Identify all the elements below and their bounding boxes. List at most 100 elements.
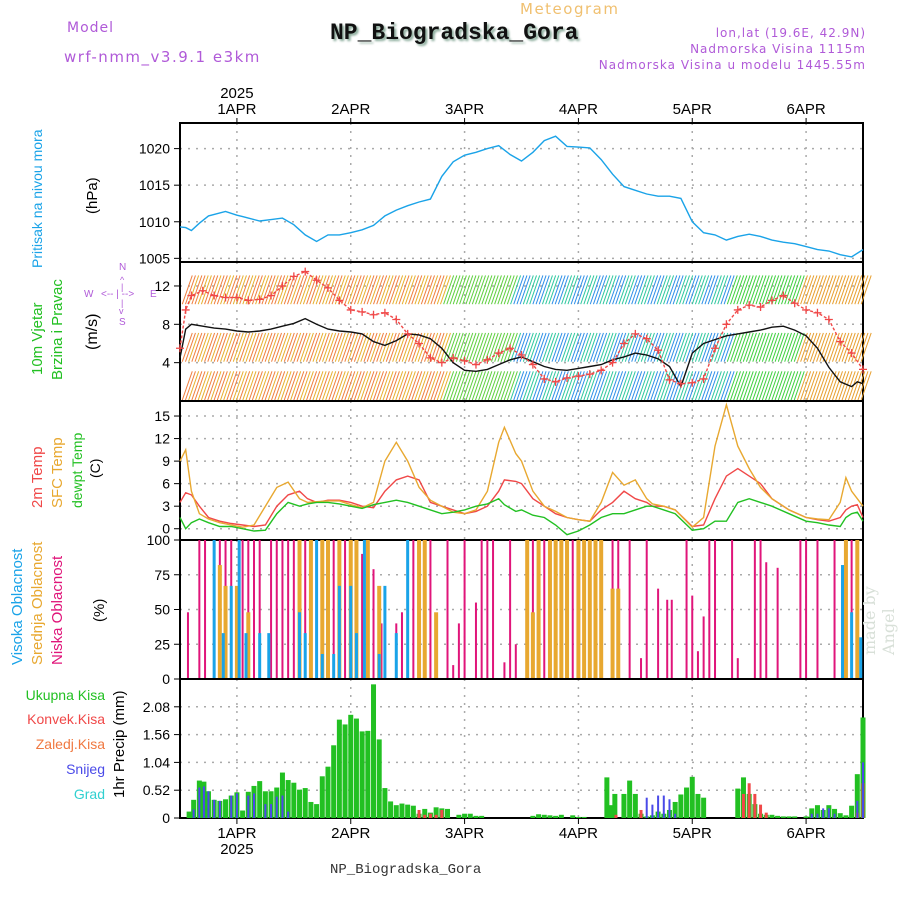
bar-niska-oblacnost <box>292 540 295 679</box>
bar-ukupna-kisa <box>410 805 416 818</box>
legend-snow: Snijeg <box>66 761 105 777</box>
wind-barb <box>302 371 314 401</box>
wind-barb <box>341 371 353 401</box>
wind-barb <box>328 275 340 305</box>
wind-barb <box>551 332 563 362</box>
bar-ukupna-kisa <box>854 774 860 818</box>
wind-barb <box>363 332 375 362</box>
temperature-panel: 0 3 6 9 12 15 <box>154 400 864 541</box>
bar-srednja-oblacnost <box>297 540 302 679</box>
wind-barb <box>659 275 671 305</box>
wind-barb <box>373 332 384 362</box>
wind-barb <box>439 371 451 401</box>
wind-barb <box>274 275 286 305</box>
y-tick-label: 25 <box>154 636 170 652</box>
gust-marker <box>437 358 446 367</box>
wind-barb <box>337 332 349 362</box>
bar-konvek-kisa <box>741 793 745 818</box>
bar-ukupna-kisa <box>336 719 342 818</box>
bar-ukupna-kisa <box>314 804 320 818</box>
wind-barb <box>742 332 754 362</box>
wind-barb <box>459 371 471 401</box>
top-x-tick-label: 1APR <box>217 101 256 118</box>
bar-ukupna-kisa <box>462 813 468 818</box>
wind-barb <box>612 275 624 305</box>
wind-barb <box>640 371 652 401</box>
wind-barb <box>841 332 853 362</box>
bar-konvek-kisa <box>428 813 432 818</box>
precip-unit: 1hr Precip (mm) <box>111 690 128 798</box>
wind-barb <box>258 371 270 401</box>
wind-barb <box>334 275 346 305</box>
bar-visoka-oblacnost <box>354 633 358 679</box>
wind-barb <box>516 332 528 362</box>
bar-visoka-oblacnost <box>212 540 216 679</box>
wind-barb <box>213 332 225 362</box>
wind-barb <box>634 332 646 362</box>
wind-barb <box>468 275 480 305</box>
bar-snijeg <box>218 800 221 818</box>
wind-barb <box>191 371 203 401</box>
wind-barb <box>573 332 585 362</box>
bar-srednja-oblacnost <box>843 540 848 679</box>
wind-barb <box>580 332 592 362</box>
wind-barb <box>745 371 757 401</box>
bar-ukupna-kisa <box>849 805 855 818</box>
bar-snijeg <box>207 791 210 818</box>
wind-barb <box>430 332 442 362</box>
wind-barb <box>806 371 818 401</box>
wind-barb <box>395 275 407 305</box>
wind-barb <box>398 275 410 305</box>
wind-barb <box>694 275 706 305</box>
bar-niska-oblacnost <box>628 540 631 679</box>
bar-niska-oblacnost <box>657 588 660 679</box>
bar-ukupna-kisa <box>809 808 815 818</box>
wind-barb <box>484 371 496 401</box>
wind-barb <box>624 275 636 305</box>
wind-barb <box>283 332 295 362</box>
wind-barb <box>500 332 512 362</box>
wind-barb <box>280 371 292 401</box>
wind-barb <box>857 332 869 362</box>
wind-barb <box>720 332 732 362</box>
pressure-panel: 1005 1010 1015 1020 <box>139 122 864 266</box>
wind-barb <box>812 371 824 401</box>
wind-barb <box>637 371 649 401</box>
bar-visoka-oblacnost <box>221 633 225 679</box>
wind-barb <box>388 275 400 305</box>
wind-barb <box>535 275 547 305</box>
wind-barb <box>379 371 391 401</box>
gust-marker <box>528 360 537 369</box>
wind-barb <box>235 275 247 305</box>
wind-barb <box>596 371 608 401</box>
wind-barb <box>312 275 324 305</box>
meteogram-label: Meteogram <box>520 0 620 18</box>
wind-barb <box>401 275 413 305</box>
wind-barb <box>860 332 872 362</box>
wind-barb <box>388 332 400 362</box>
wind-barb <box>350 371 362 401</box>
wind-barb <box>286 371 298 401</box>
svg-text:|: | <box>121 282 123 292</box>
wind-barb <box>200 332 212 362</box>
wind-barb <box>296 332 308 362</box>
svg-text:v: v <box>119 306 124 316</box>
temp-unit: (C) <box>87 459 103 478</box>
wind-barb <box>749 275 761 305</box>
wind-barb <box>503 371 515 401</box>
wind-barb <box>650 371 662 401</box>
wind-barb <box>213 275 225 305</box>
wind-barb <box>777 332 789 362</box>
wind-barb <box>787 332 799 362</box>
model-elevation-label: Nadmorska Visina u modelu 1445.55m <box>598 58 866 72</box>
wind-barb <box>465 332 477 362</box>
gust-marker <box>813 308 822 317</box>
wind-barb <box>596 332 608 362</box>
wind-barb <box>210 332 222 362</box>
bar-srednja-oblacnost <box>417 540 422 679</box>
gust-marker <box>494 349 503 358</box>
wind-barb <box>567 332 579 362</box>
bar-niska-oblacnost <box>736 658 739 679</box>
bar-srednja-oblacnost <box>377 585 382 679</box>
bar-ukupna-kisa <box>814 805 820 818</box>
